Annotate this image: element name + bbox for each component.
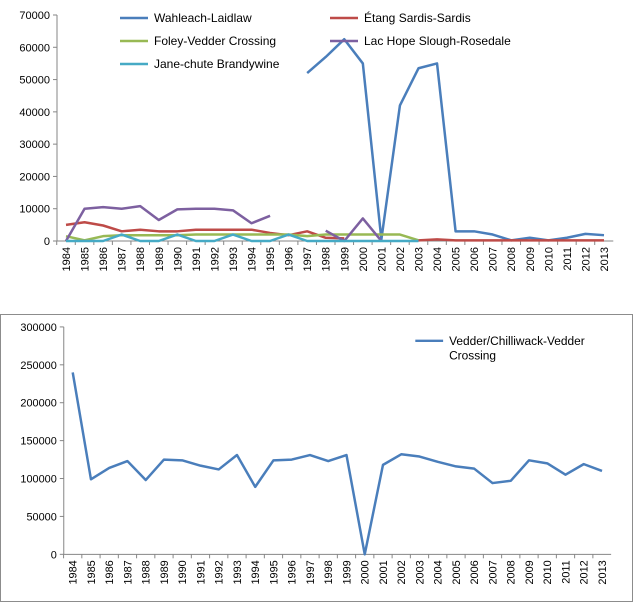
y-tick-label: 30000 [19, 139, 50, 151]
x-tick-label: 1990 [172, 247, 184, 271]
x-tick-label: 1985 [86, 560, 98, 584]
x-tick-label: 1991 [195, 560, 207, 584]
legend-label: Wahleach-Laidlaw [154, 11, 252, 25]
y-tick-label: 0 [51, 549, 57, 561]
x-tick-label: 2003 [413, 247, 425, 271]
x-tick-label: 2004 [433, 560, 445, 584]
y-tick-label: 150000 [20, 436, 56, 448]
x-tick-label: 1993 [228, 247, 240, 271]
x-tick-label: 1986 [104, 560, 116, 584]
x-tick-label: 1990 [177, 560, 189, 584]
x-tick-label: 2000 [358, 247, 370, 271]
x-tick-label: 2006 [469, 560, 481, 584]
x-tick-label: 2010 [542, 560, 554, 584]
x-tick-label: 1996 [287, 560, 299, 584]
x-tick-label: 2002 [396, 560, 408, 584]
x-tick-label: 1984 [61, 247, 73, 271]
x-tick-label: 1999 [339, 247, 351, 271]
x-tick-label: 1986 [98, 247, 110, 271]
x-tick-label: 1999 [341, 560, 353, 584]
bottom-line-chart: 0 50000 100000 150000 200000 250000 300000 1984… [0, 314, 633, 602]
y-tick-label: 50000 [26, 511, 56, 523]
series-line-5 [66, 233, 419, 243]
x-tick-label: 2001 [376, 247, 388, 271]
x-tick-label: 1997 [302, 247, 314, 271]
x-tick-label: 2002 [395, 247, 407, 271]
x-tick-label: 1991 [191, 247, 203, 271]
x-tick-label: 2008 [506, 247, 518, 271]
legend-label: Jane-chute Brandywine [154, 57, 280, 71]
y-tick-label: 300000 [20, 322, 56, 334]
series-line-1 [71, 372, 603, 556]
x-tick-label: 2011 [560, 560, 572, 583]
x-tick-label: 1988 [141, 560, 153, 584]
x-tick-label: 2006 [469, 247, 481, 271]
top-line-chart: 0 10000 20000 30000 40000 50000 60000 70000 1984… [19, 10, 614, 271]
series-line-4 [64, 204, 271, 242]
legend-label: Foley-Vedder Crossing [154, 34, 276, 48]
x-tick-label: 1996 [284, 247, 296, 271]
x-tick-label: 2008 [506, 560, 518, 584]
x-tick-label: 1989 [159, 560, 171, 584]
x-tick-label: 1992 [209, 247, 221, 271]
x-tick-label: 1989 [154, 247, 166, 271]
x-tick-label: 1992 [214, 560, 226, 584]
x-tick-label: 1995 [265, 247, 277, 271]
x-tick-label: 1988 [135, 247, 147, 271]
x-tick-label: 1984 [68, 560, 80, 584]
x-tick-label: 2001 [378, 560, 390, 584]
x-tick-label: 2003 [414, 560, 426, 584]
y-tick-label: 0 [44, 236, 50, 248]
x-tick-label: 1987 [117, 247, 129, 271]
x-tick-label: 2013 [597, 560, 609, 584]
x-tick-label: 1998 [323, 560, 335, 584]
x-tick-label: 2012 [579, 560, 591, 584]
x-tick-label: 2009 [525, 247, 537, 271]
series-line-2 [418, 238, 604, 242]
x-tick-label: 2000 [360, 560, 372, 584]
y-tick-label: 40000 [19, 107, 50, 119]
x-tick-label: 1993 [232, 560, 244, 584]
series-line-2 [65, 221, 345, 240]
legend-label: Étang Sardis-Sardis [364, 10, 471, 25]
x-tick-label: 2010 [543, 247, 555, 271]
legend-label: Vedder/Chilliwack-Vedder Crossing [449, 334, 585, 363]
y-tick-label: 100000 [20, 473, 56, 485]
x-tick-label: 1994 [250, 560, 262, 584]
x-tick-label: 1998 [321, 247, 333, 271]
x-tick-label: 2005 [451, 560, 463, 584]
y-tick-label: 70000 [19, 10, 50, 22]
x-tick-label: 2012 [580, 247, 592, 271]
y-tick-label: 20000 [19, 171, 50, 183]
legend-label: Lac Hope Slough-Rosedale [364, 34, 511, 48]
y-tick-label: 50000 [19, 75, 50, 87]
x-tick-label: 1995 [268, 560, 280, 584]
x-tick-label: 1997 [305, 560, 317, 584]
x-tick-label: 2007 [488, 247, 500, 271]
y-tick-label: 250000 [20, 360, 56, 372]
x-tick-label: 2011 [562, 247, 574, 271]
x-tick-label: 2007 [487, 560, 499, 584]
x-tick-label: 2005 [451, 247, 463, 271]
x-tick-label: 2004 [432, 247, 444, 271]
x-tick-label: 1985 [80, 247, 92, 271]
x-tick-label: 2009 [524, 560, 536, 584]
series-line-4 [325, 217, 383, 243]
y-tick-label: 60000 [19, 42, 50, 54]
x-tick-label: 2013 [599, 247, 611, 271]
x-tick-label: 1994 [247, 247, 259, 271]
y-tick-label: 200000 [20, 398, 56, 410]
y-tick-label: 10000 [19, 204, 50, 216]
series-line-1 [306, 37, 605, 242]
x-tick-label: 1987 [122, 560, 134, 584]
